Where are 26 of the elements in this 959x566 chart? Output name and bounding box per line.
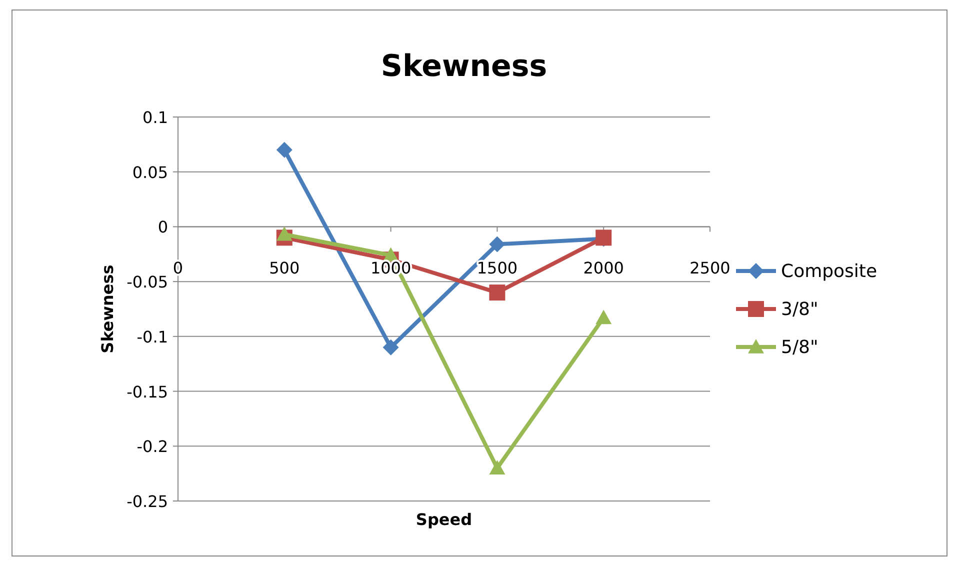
legend-label: 3/8" [781,299,818,320]
x-tick-label: 0 [172,258,184,278]
y-tick-label: -0.25 [126,492,168,511]
chart-title: Skewness [380,49,548,84]
point [596,310,612,324]
point [276,226,292,241]
y-axis-title: Skewness [98,264,117,354]
y-tick-label: -0.05 [126,272,168,292]
x-tick-label: 2500 [690,258,730,278]
point [489,460,506,474]
point [382,339,399,356]
y-tick-label: 0.05 [132,162,168,182]
x-tick-label: 1500 [476,258,518,278]
legend-label: 5/8" [781,337,818,358]
y-tick-label: 0.1 [142,108,168,127]
y-tick-label: -0.1 [136,327,168,346]
x-axis-title: Speed [416,510,472,529]
point [276,142,292,158]
point [489,284,506,301]
x-tick-label: 500 [269,258,300,278]
x-tick-label: 2000 [583,258,624,278]
point [489,236,506,252]
legend-label: Composite [781,261,878,282]
y-tick-label: -0.2 [136,437,168,456]
y-tick-label: -0.15 [126,382,168,402]
y-tick-label: 0 [158,218,168,237]
